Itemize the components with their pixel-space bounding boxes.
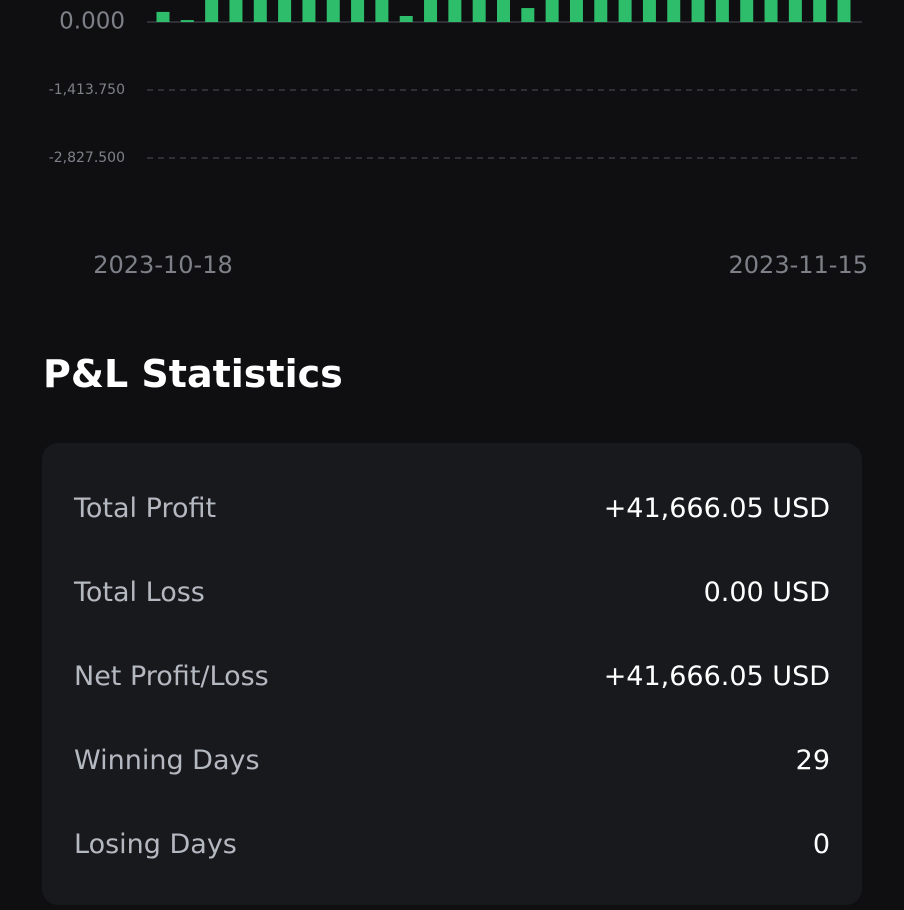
bar [764,0,778,23]
bar [715,0,729,23]
bar [180,20,194,22]
section-title: P&L Statistics [43,352,343,396]
bar [837,0,851,23]
bar [472,0,486,23]
y-tick-label: -1,413.750 [49,82,125,98]
stat-row: Total Profit +41,666.05 USD [74,488,830,528]
chart: 0.000 -1,413.750 -2,827.500 2023-10-18 2023-… [49,0,868,279]
bar [813,0,827,23]
bar [278,0,292,23]
bar [302,0,316,23]
stat-label: Net Profit/Loss [74,660,269,692]
bar [667,0,681,23]
bar [229,0,243,23]
stat-value: 0.00 USD [703,576,830,608]
bar [497,0,510,23]
bar [326,0,340,23]
x-tick-label: 2023-11-15 [729,251,868,279]
bar [424,0,438,23]
bar [740,0,754,23]
bar [351,0,365,23]
stat-value: 29 [795,744,830,776]
y-tick-label: 0.000 [59,9,125,35]
bar [691,0,705,23]
stat-value: 0 [812,828,830,860]
bar [594,0,608,23]
bar [253,0,267,23]
stat-value: +41,666.05 USD [603,492,830,524]
bar [642,0,656,23]
stat-value: +41,666.05 USD [603,660,830,692]
stat-row: Net Profit/Loss +41,666.05 USD [74,656,830,696]
stat-label: Total Loss [74,576,205,608]
bar [448,0,462,23]
stat-label: Total Profit [74,492,217,524]
y-tick-label: -2,827.500 [49,150,125,166]
stat-label: Losing Days [74,828,237,860]
stat-label: Winning Days [74,744,260,776]
bar [521,8,535,22]
bar [205,0,219,23]
stat-row: Winning Days 29 [74,740,830,780]
bar [156,11,170,22]
bar [375,0,389,23]
x-tick-label: 2023-10-18 [93,251,232,279]
bar [399,15,413,22]
bar [618,0,632,23]
bar [569,0,583,23]
stat-row: Losing Days 0 [74,824,830,864]
bar [545,0,559,23]
stat-row: Total Loss 0.00 USD [74,572,830,612]
stats-card: Total Profit +41,666.05 USD Total Loss 0.00… [42,443,862,905]
bar [788,0,802,23]
